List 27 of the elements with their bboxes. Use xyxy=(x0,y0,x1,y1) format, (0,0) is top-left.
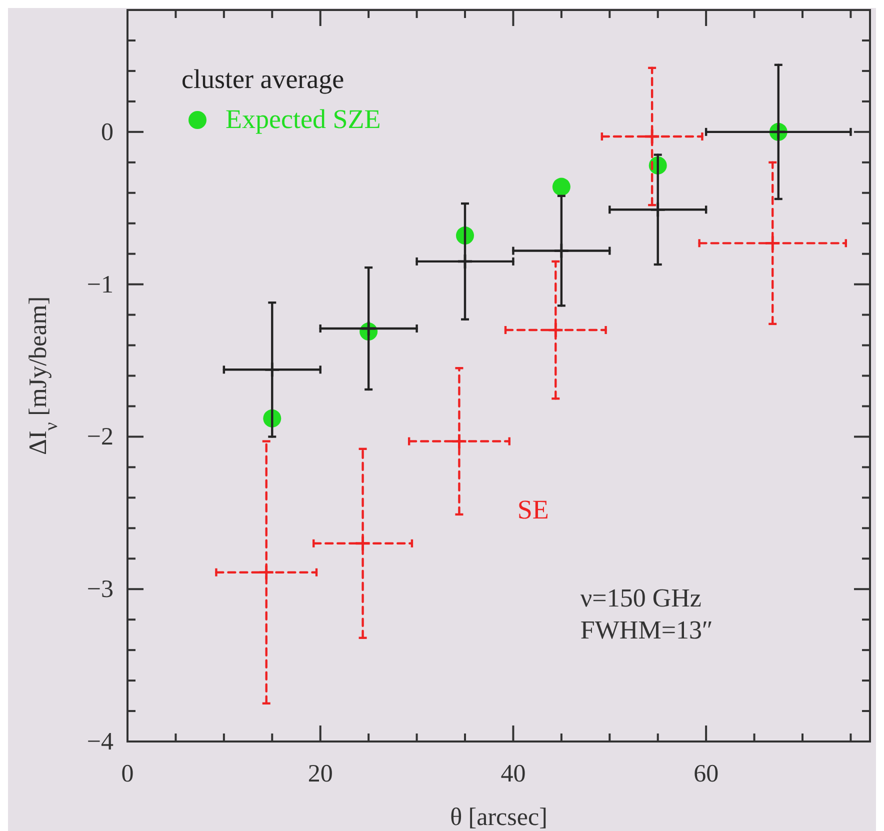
y-tick-label: −1 xyxy=(86,271,114,298)
y-tick-label: −4 xyxy=(86,728,114,756)
point xyxy=(456,253,474,270)
x-tick-label: 20 xyxy=(308,760,333,788)
point xyxy=(650,201,666,218)
point xyxy=(354,535,371,552)
point xyxy=(547,322,564,338)
y-tick-label: −2 xyxy=(86,424,114,451)
point xyxy=(764,234,781,252)
x-tick-label: 60 xyxy=(694,760,719,788)
legend-label: Expected SZE xyxy=(226,104,381,134)
x-tick-label: 40 xyxy=(500,760,526,788)
annotation: ν=150 GHz xyxy=(580,584,702,612)
y-tick-label: 0 xyxy=(101,118,114,146)
y-tick-label: −3 xyxy=(86,576,114,604)
annotation: FWHM=13″ xyxy=(580,616,713,644)
text: SE xyxy=(517,494,549,524)
x-tick-label: 0 xyxy=(121,760,134,788)
point xyxy=(264,361,280,378)
point xyxy=(451,433,468,450)
point xyxy=(644,128,660,145)
point xyxy=(552,178,570,196)
point xyxy=(360,320,377,337)
point xyxy=(553,242,570,259)
point xyxy=(258,564,275,581)
x-axis-title: θ [arcsec] xyxy=(450,804,548,831)
text: cluster average xyxy=(182,64,344,94)
